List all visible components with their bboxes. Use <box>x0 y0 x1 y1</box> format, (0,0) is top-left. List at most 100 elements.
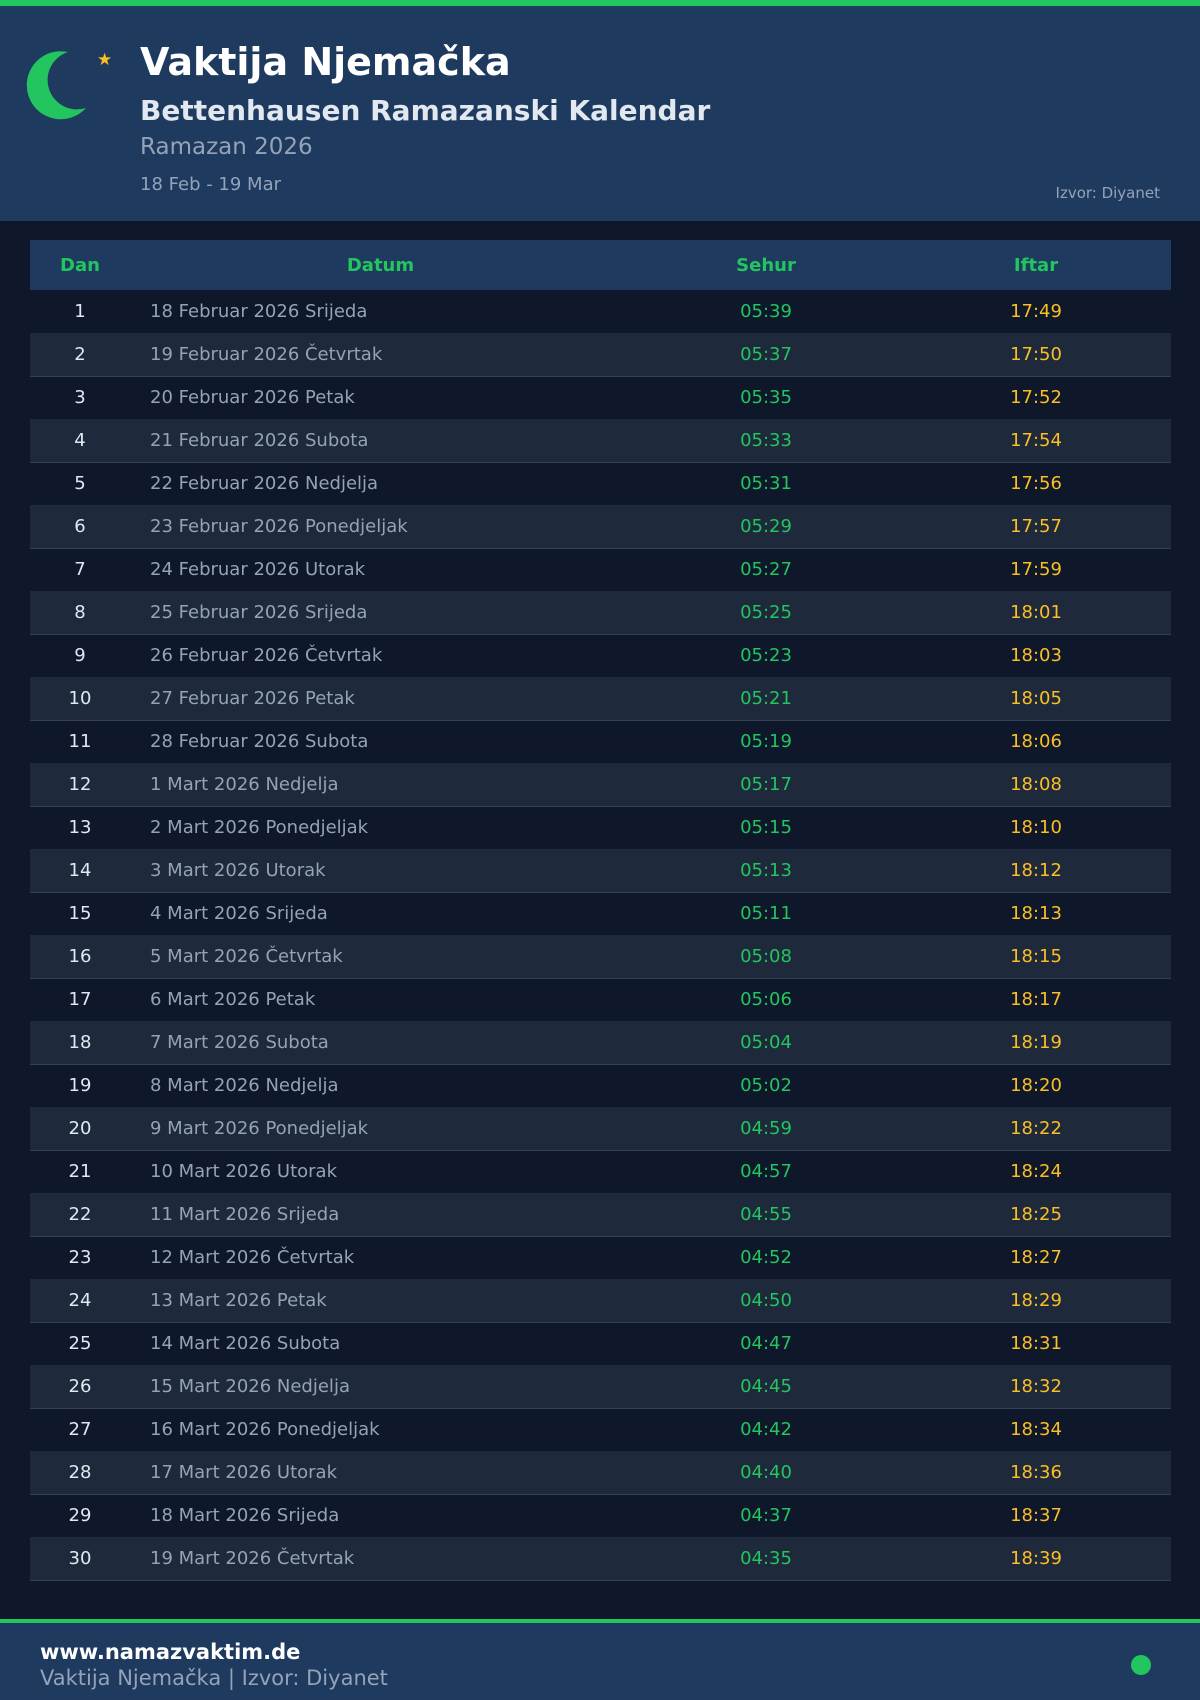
period-label: Ramazan 2026 <box>140 134 313 160</box>
cell-sehur: 05:33 <box>631 419 901 462</box>
cell-sehur: 05:19 <box>740 731 792 753</box>
cell-sehur: 05:39 <box>740 301 792 322</box>
header-datum: Datum <box>130 240 631 290</box>
table-row: 8 25 Februar 2026 Srijeda 05:25 18:01 <box>30 591 1171 634</box>
cell-sehur: 05:21 <box>631 677 901 720</box>
cell-iftar: 18:03 <box>1010 645 1062 667</box>
cell-sehur: 04:45 <box>631 1365 901 1408</box>
cell-iftar: 18:08 <box>901 763 1171 806</box>
cell-dan: 6 <box>30 505 130 548</box>
cell-iftar: 18:10 <box>1010 817 1062 839</box>
table-header-row: Dan Datum Sehur Iftar <box>30 240 1171 290</box>
cell-sehur: 04:47 <box>740 1333 792 1355</box>
cell-dan: 24 <box>30 1279 130 1322</box>
cell-sehur: 05:02 <box>740 1075 792 1097</box>
cell-datum: 6 Mart 2026 Petak <box>150 989 316 1011</box>
cell-datum: 19 Februar 2026 Četvrtak <box>130 333 631 376</box>
cell-sehur: 04:42 <box>740 1419 792 1441</box>
cell-datum: 24 Februar 2026 Utorak <box>150 559 366 581</box>
cell-sehur: 05:13 <box>631 849 901 892</box>
cell-iftar: 18:27 <box>1010 1247 1062 1269</box>
table-row: 10 27 Februar 2026 Petak 05:21 18:05 <box>30 677 1171 720</box>
cell-sehur: 05:17 <box>631 763 901 806</box>
cell-datum: 11 Mart 2026 Srijeda <box>130 1193 631 1236</box>
cell-dan: 4 <box>30 419 130 462</box>
cell-datum: 20 Februar 2026 Petak <box>150 387 355 409</box>
cell-iftar: 18:36 <box>901 1451 1171 1494</box>
cell-datum: 14 Mart 2026 Subota <box>150 1333 341 1355</box>
header-sehur: Sehur <box>631 240 901 290</box>
table-row: 23 12 Mart 2026 Četvrtak 04:52 18:27 <box>30 1236 1171 1279</box>
cell-dan: 19 <box>68 1075 92 1097</box>
header-iftar: Iftar <box>901 240 1171 290</box>
cell-iftar: 17:57 <box>901 505 1171 548</box>
status-dot-icon <box>1131 1655 1151 1675</box>
cell-datum: 26 Februar 2026 Četvrtak <box>150 645 383 667</box>
cell-sehur: 05:25 <box>631 591 901 634</box>
source-label: Izvor: Diyanet <box>1055 184 1160 202</box>
cell-dan: 3 <box>74 387 86 409</box>
cell-iftar: 18:15 <box>901 935 1171 978</box>
cell-iftar: 18:19 <box>901 1021 1171 1064</box>
cell-datum: 19 Mart 2026 Četvrtak <box>130 1537 631 1580</box>
cell-iftar: 18:39 <box>901 1537 1171 1580</box>
cell-dan: 8 <box>30 591 130 634</box>
cell-sehur: 05:08 <box>631 935 901 978</box>
table-row: 15 4 Mart 2026 Srijeda 05:11 18:13 <box>30 892 1171 935</box>
cell-dan: 29 <box>68 1505 92 1527</box>
cell-datum: 18 Mart 2026 Srijeda <box>150 1505 340 1527</box>
cell-iftar: 17:59 <box>1010 559 1062 581</box>
cell-datum: 12 Mart 2026 Četvrtak <box>150 1247 355 1269</box>
table-row: 6 23 Februar 2026 Ponedjeljak 05:29 17:57 <box>30 505 1171 548</box>
cell-sehur: 05:27 <box>740 559 792 581</box>
cell-datum: 13 Mart 2026 Petak <box>130 1279 631 1322</box>
cell-dan: 22 <box>30 1193 130 1236</box>
cell-iftar: 18:12 <box>901 849 1171 892</box>
cell-dan: 10 <box>30 677 130 720</box>
page-subtitle: Bettenhausen Ramazanski Kalendar <box>140 94 711 127</box>
cell-dan: 23 <box>68 1247 92 1269</box>
cell-sehur: 04:35 <box>631 1537 901 1580</box>
crescent-moon-icon <box>26 51 86 120</box>
cell-iftar: 18:06 <box>1010 731 1062 753</box>
cell-dan: 2 <box>30 333 130 376</box>
cell-sehur: 04:57 <box>740 1161 792 1183</box>
table-row: 20 9 Mart 2026 Ponedjeljak 04:59 18:22 <box>30 1107 1171 1150</box>
table-row: 11 28 Februar 2026 Subota 05:19 18:06 <box>30 720 1171 763</box>
table-row: 27 16 Mart 2026 Ponedjeljak 04:42 18:34 <box>30 1408 1171 1451</box>
cell-iftar: 18:20 <box>1010 1075 1062 1097</box>
date-range: 18 Feb - 19 Mar <box>140 174 282 195</box>
cell-datum: 2 Mart 2026 Ponedjeljak <box>150 817 369 839</box>
table-row: 19 8 Mart 2026 Nedjelja 05:02 18:20 <box>30 1064 1171 1107</box>
cell-datum: 22 Februar 2026 Nedjelja <box>150 473 379 495</box>
table-row: 24 13 Mart 2026 Petak 04:50 18:29 <box>30 1279 1171 1322</box>
cell-datum: 23 Februar 2026 Ponedjeljak <box>130 505 631 548</box>
cell-dan: 30 <box>30 1537 130 1580</box>
footer-site-link[interactable]: www.namazvaktim.de <box>40 1640 301 1664</box>
table-row: 9 26 Februar 2026 Četvrtak 05:23 18:03 <box>30 634 1171 677</box>
cell-iftar: 17:49 <box>1010 301 1062 322</box>
cell-sehur: 05:11 <box>740 903 792 925</box>
cell-sehur: 04:59 <box>631 1107 901 1150</box>
cell-iftar: 18:25 <box>901 1193 1171 1236</box>
cell-datum: 3 Mart 2026 Utorak <box>130 849 631 892</box>
table-row: 30 19 Mart 2026 Četvrtak 04:35 18:39 <box>30 1537 1171 1580</box>
table-row: 16 5 Mart 2026 Četvrtak 05:08 18:15 <box>30 935 1171 978</box>
page-title: Vaktija Njemačka <box>140 40 511 84</box>
top-accent-bar <box>0 0 1200 6</box>
cell-iftar: 18:29 <box>901 1279 1171 1322</box>
cell-dan: 18 <box>30 1021 130 1064</box>
cell-dan: 21 <box>68 1161 92 1183</box>
cell-iftar: 18:31 <box>1010 1333 1062 1355</box>
cell-iftar: 17:52 <box>1010 387 1062 409</box>
cell-dan: 12 <box>30 763 130 806</box>
table-row: 12 1 Mart 2026 Nedjelja 05:17 18:08 <box>30 763 1171 806</box>
header: ★ Vaktija Njemačka Bettenhausen Ramazans… <box>0 6 1200 221</box>
cell-iftar: 17:50 <box>901 333 1171 376</box>
cell-dan: 11 <box>68 731 92 753</box>
cell-iftar: 18:13 <box>1010 903 1062 925</box>
cell-sehur: 04:50 <box>631 1279 901 1322</box>
table-row: 13 2 Mart 2026 Ponedjeljak 05:15 18:10 <box>30 806 1171 849</box>
table-row: 4 21 Februar 2026 Subota 05:33 17:54 <box>30 419 1171 462</box>
cell-iftar: 18:17 <box>1010 989 1062 1011</box>
